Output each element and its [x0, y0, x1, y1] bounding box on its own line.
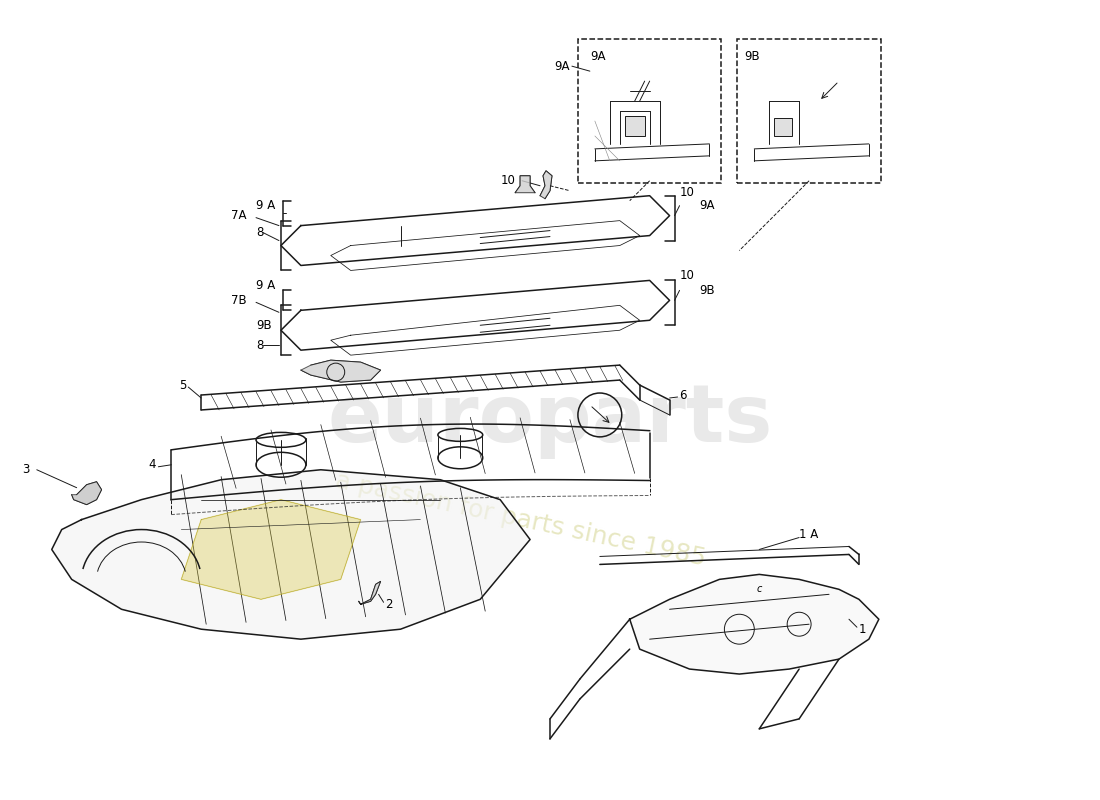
Polygon shape [540, 170, 552, 198]
Text: 10: 10 [500, 174, 515, 187]
Text: 9B: 9B [700, 284, 715, 297]
Polygon shape [359, 582, 381, 604]
Text: 8: 8 [256, 338, 263, 352]
Text: 4: 4 [148, 458, 156, 471]
Text: 9 A: 9 A [256, 279, 275, 292]
Polygon shape [301, 360, 381, 382]
Text: europarts: europarts [328, 381, 772, 459]
Polygon shape [629, 574, 879, 674]
Text: 7A: 7A [231, 209, 246, 222]
Polygon shape [52, 470, 530, 639]
Text: 2: 2 [386, 598, 393, 610]
Text: 9 A: 9 A [256, 199, 275, 212]
Text: 1 A: 1 A [799, 528, 818, 541]
Text: 6: 6 [680, 389, 688, 402]
Polygon shape [515, 176, 535, 193]
FancyBboxPatch shape [578, 39, 722, 182]
Bar [774, 118, 792, 136]
Text: 1: 1 [859, 622, 867, 636]
Polygon shape [182, 500, 361, 599]
Text: 8: 8 [256, 226, 263, 239]
Text: 7B: 7B [231, 294, 246, 307]
FancyBboxPatch shape [737, 39, 881, 182]
Text: 5: 5 [179, 378, 186, 391]
Text: 9B: 9B [745, 50, 760, 62]
Text: 9A: 9A [590, 50, 605, 62]
Text: 9B: 9B [256, 318, 272, 332]
Text: 9A: 9A [554, 60, 570, 73]
Text: c: c [757, 584, 762, 594]
Text: 9A: 9A [700, 199, 715, 212]
Text: 3: 3 [22, 463, 30, 476]
Bar [625, 116, 645, 136]
Text: 10: 10 [680, 269, 694, 282]
Text: 10: 10 [680, 186, 694, 199]
Polygon shape [72, 482, 101, 505]
Text: a passion for parts since 1985: a passion for parts since 1985 [332, 469, 707, 570]
